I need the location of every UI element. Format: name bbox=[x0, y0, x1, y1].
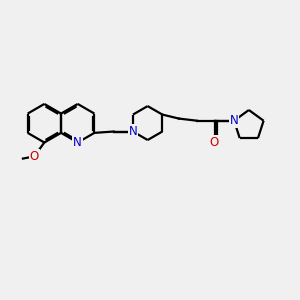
Text: N: N bbox=[129, 125, 137, 138]
Text: O: O bbox=[209, 136, 219, 149]
Text: O: O bbox=[29, 150, 39, 163]
Text: N: N bbox=[74, 136, 82, 149]
Text: N: N bbox=[230, 114, 239, 127]
Text: N: N bbox=[230, 114, 239, 127]
Text: N: N bbox=[129, 125, 137, 138]
